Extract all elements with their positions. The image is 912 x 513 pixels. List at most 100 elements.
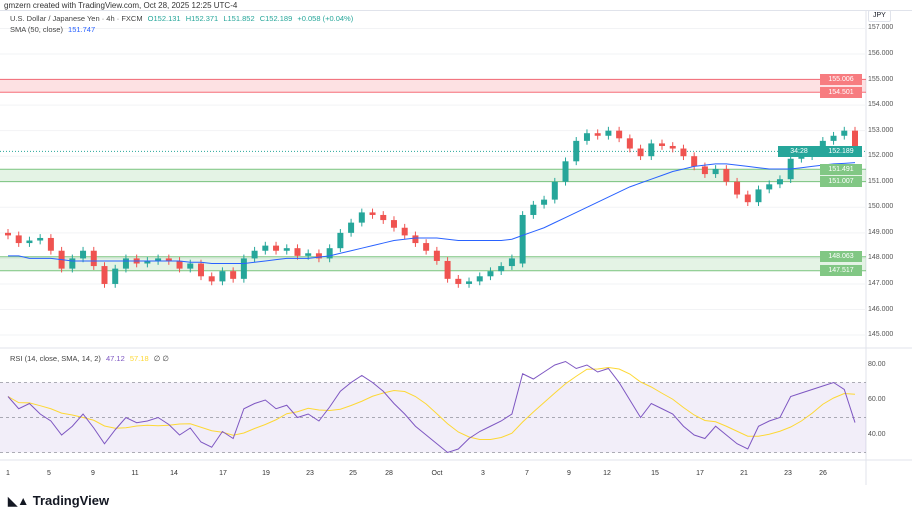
candle-body	[573, 140, 580, 162]
candle-body	[755, 189, 762, 203]
candle-body	[701, 166, 708, 175]
time-axis-label: 17	[219, 470, 227, 477]
time-axis-label: 7	[525, 470, 529, 477]
candle-body	[187, 263, 194, 269]
sma-legend[interactable]: SMA (50, close) 151.747	[10, 25, 98, 34]
candle-body	[122, 258, 129, 269]
time-axis-label: Oct	[431, 470, 443, 477]
zone-rect	[0, 79, 866, 93]
time-axis-label: 28	[385, 470, 393, 477]
candle-body	[112, 268, 119, 284]
zone-rect	[0, 256, 866, 271]
candle-body	[294, 248, 301, 256]
candle-body	[80, 250, 87, 259]
currency-label[interactable]: JPY	[868, 10, 891, 22]
price-axis-label: 149.000	[868, 228, 894, 236]
candle-body	[315, 253, 322, 259]
price-axis-label: 156.000	[868, 50, 894, 57]
price-chart[interactable]	[0, 0, 912, 490]
price-axis-label: 150.000	[868, 203, 894, 211]
rsi-value: 47.12	[105, 354, 125, 363]
rsi-axis-label: 80.00	[868, 361, 886, 368]
candle-body	[508, 258, 515, 267]
price-tag: 151.007	[820, 176, 862, 188]
close-value: C152.189	[259, 14, 293, 23]
time-axis-label: 23	[784, 470, 792, 477]
candle-body	[648, 143, 655, 157]
candle-body	[369, 212, 376, 215]
sma-line	[8, 162, 856, 265]
symbol-legend: U.S. Dollar / Japanese Yen · 4h · FXCM O…	[10, 14, 356, 23]
price-axis-label: 148.000	[868, 254, 894, 262]
candle-body	[637, 148, 644, 157]
candle-body	[219, 271, 226, 282]
candle-body	[240, 258, 247, 279]
candle-body	[390, 220, 397, 228]
candle-body	[519, 214, 526, 264]
candle-body	[798, 156, 805, 159]
candle-body	[455, 278, 462, 284]
candle-body	[155, 258, 162, 261]
candle-body	[412, 235, 419, 244]
rsi-axis-label: 60.00	[868, 396, 886, 403]
time-axis-label: 25	[349, 470, 357, 477]
change-value: +0.058 (+0.04%)	[297, 14, 354, 23]
price-tag: 154.501	[820, 86, 862, 98]
countdown: 34:28	[778, 145, 820, 157]
candle-body	[230, 271, 237, 279]
time-axis-label: 5	[47, 470, 51, 477]
candle-body	[659, 143, 666, 146]
candle-body	[776, 179, 783, 185]
candle-body	[144, 260, 151, 264]
candle-body	[197, 263, 204, 277]
candle-body	[691, 156, 698, 167]
time-axis-label: 3	[481, 470, 485, 477]
price-tag: 151.491	[820, 163, 862, 175]
candle-body	[605, 130, 612, 136]
candle-body	[852, 130, 858, 152]
rsi-sma-line	[7, 366, 856, 440]
candle-body	[358, 212, 365, 223]
candle-body	[433, 250, 440, 261]
sma-value: 151.747	[68, 25, 96, 34]
price-axis-label: 147.000	[868, 279, 894, 287]
candle-body	[262, 245, 269, 251]
rsi-legend[interactable]: RSI (14, close, SMA, 14, 2) 47.12 57.18 …	[10, 354, 172, 363]
candle-body	[90, 250, 97, 267]
price-axis-label: 154.000	[868, 101, 894, 109]
candle-body	[273, 245, 280, 251]
chart-frame[interactable]	[0, 10, 912, 486]
candle-body	[541, 199, 548, 205]
candle-body	[551, 181, 558, 200]
candle-body	[101, 266, 108, 284]
candle-body	[734, 181, 741, 195]
candle-body	[47, 237, 54, 251]
price-axis-label: 152.000	[868, 152, 894, 160]
candle-body	[401, 227, 408, 236]
time-axis-label: 23	[306, 470, 314, 477]
chart-credit: gmzern created with TradingView.com, Oct…	[4, 1, 238, 10]
price-axis-label: 155.000	[868, 75, 894, 83]
candle-body	[69, 258, 76, 269]
price-axis-label: 145.000	[868, 331, 894, 339]
tradingview-logo: ◣▲ TradingView	[8, 493, 110, 508]
candle-body	[723, 168, 730, 182]
price-axis-label: 153.000	[868, 126, 894, 134]
candle-body	[498, 266, 505, 272]
time-axis-label: 17	[696, 470, 704, 477]
candle-body	[176, 260, 183, 269]
price-axis-label: 157.000	[868, 24, 894, 32]
candle-body	[766, 184, 773, 190]
price-tag: 152.189	[820, 145, 862, 157]
time-axis-label: 26	[819, 470, 827, 477]
symbol-name: U.S. Dollar / Japanese Yen · 4h · FXCM	[10, 14, 143, 23]
candle-body	[626, 138, 633, 149]
sma-label: SMA (50, close)	[10, 25, 63, 34]
candle-body	[348, 222, 355, 233]
price-axis-label: 151.000	[868, 177, 894, 185]
candle-body	[37, 237, 44, 241]
time-axis-label: 9	[567, 470, 571, 477]
candle-body	[208, 276, 215, 282]
high-value: H152.371	[185, 14, 219, 23]
rsi-extra: ∅ ∅	[153, 354, 169, 363]
